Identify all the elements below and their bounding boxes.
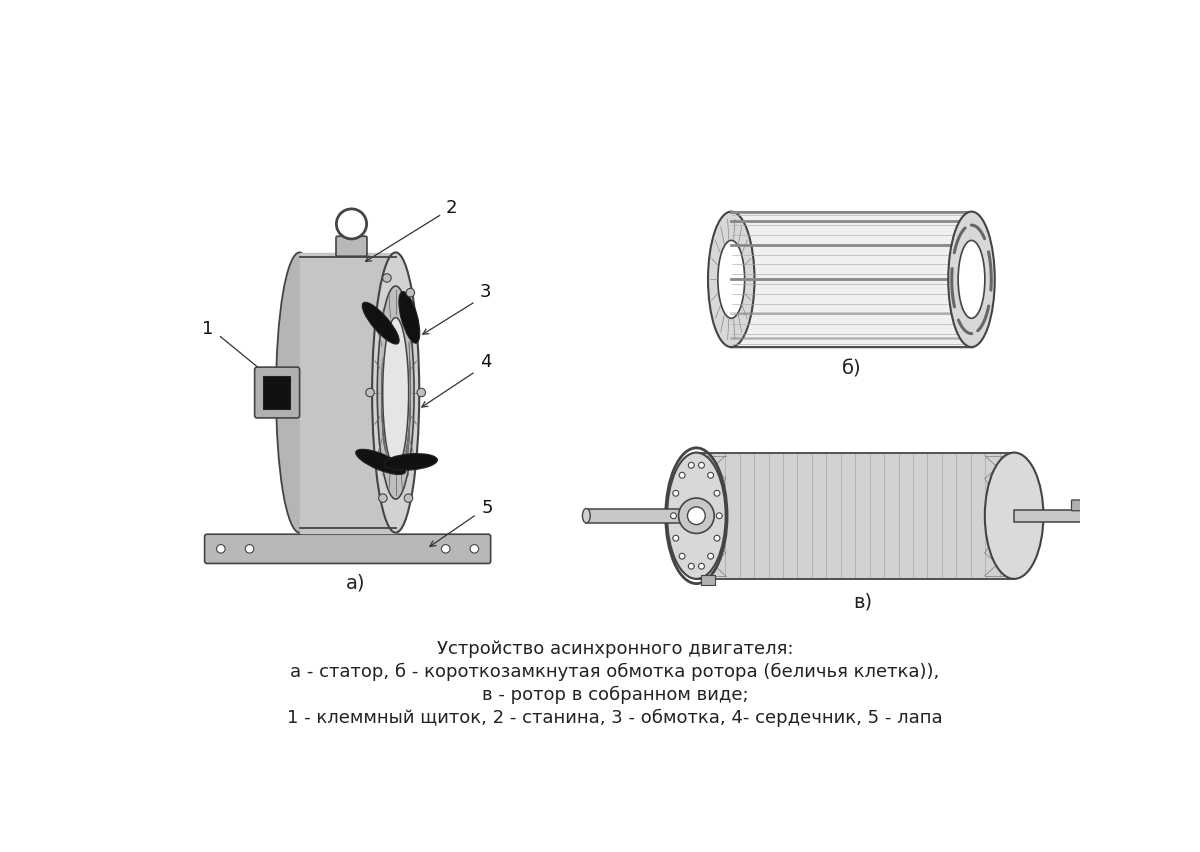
FancyBboxPatch shape	[1072, 500, 1090, 510]
FancyBboxPatch shape	[254, 367, 300, 418]
Ellipse shape	[398, 291, 420, 343]
Circle shape	[708, 553, 714, 559]
Circle shape	[698, 563, 704, 569]
Ellipse shape	[276, 252, 323, 532]
Ellipse shape	[355, 449, 406, 475]
Text: 2: 2	[445, 199, 457, 216]
Text: 1 - клеммный щиток, 2 - станина, 3 - обмотка, 4- сердечник, 5 - лапа: 1 - клеммный щиток, 2 - станина, 3 - обм…	[287, 709, 943, 728]
FancyBboxPatch shape	[205, 534, 491, 563]
Ellipse shape	[718, 240, 745, 319]
Circle shape	[716, 513, 722, 519]
Ellipse shape	[958, 240, 985, 319]
Circle shape	[366, 389, 374, 397]
Ellipse shape	[667, 452, 726, 579]
Circle shape	[678, 498, 714, 533]
Circle shape	[336, 209, 367, 239]
Ellipse shape	[582, 509, 590, 523]
Circle shape	[708, 472, 714, 478]
Ellipse shape	[985, 452, 1044, 579]
Circle shape	[418, 389, 426, 397]
Text: Устройство асинхронного двигателя:: Устройство асинхронного двигателя:	[437, 640, 793, 658]
Polygon shape	[700, 454, 1012, 578]
Bar	[701, 575, 715, 584]
Ellipse shape	[708, 211, 755, 347]
Text: 4: 4	[480, 353, 491, 371]
Circle shape	[689, 463, 695, 469]
Ellipse shape	[372, 252, 419, 532]
Circle shape	[671, 513, 677, 519]
Circle shape	[714, 491, 720, 496]
Bar	[587, 509, 698, 523]
Circle shape	[688, 507, 706, 525]
Polygon shape	[300, 252, 396, 532]
Text: 5: 5	[481, 499, 493, 517]
Text: а): а)	[346, 573, 365, 592]
Circle shape	[217, 544, 226, 553]
Text: 3: 3	[480, 283, 491, 301]
Polygon shape	[731, 213, 972, 346]
Circle shape	[673, 535, 679, 541]
Circle shape	[245, 544, 254, 553]
Circle shape	[679, 472, 685, 478]
Text: б): б)	[841, 360, 862, 378]
Ellipse shape	[383, 318, 409, 468]
Circle shape	[673, 491, 679, 496]
Ellipse shape	[362, 302, 400, 344]
Bar	[1014, 509, 1099, 521]
Text: в - ротор в собранном виде;: в - ротор в собранном виде;	[481, 686, 749, 705]
Circle shape	[379, 494, 388, 503]
Ellipse shape	[948, 211, 995, 347]
Circle shape	[679, 553, 685, 559]
Circle shape	[714, 535, 720, 541]
Circle shape	[698, 463, 704, 469]
Ellipse shape	[384, 453, 437, 470]
Text: а - статор, б - короткозамкнутая обмотка ротора (беличья клетка)),: а - статор, б - короткозамкнутая обмотка…	[290, 663, 940, 681]
Circle shape	[470, 544, 479, 553]
Text: в): в)	[853, 592, 872, 612]
Circle shape	[383, 273, 391, 282]
Circle shape	[404, 494, 413, 503]
FancyBboxPatch shape	[336, 236, 367, 256]
Bar	[263, 377, 289, 409]
Text: 1: 1	[203, 320, 214, 338]
Circle shape	[689, 563, 695, 569]
Circle shape	[406, 289, 415, 296]
Ellipse shape	[377, 286, 414, 499]
Circle shape	[442, 544, 450, 553]
